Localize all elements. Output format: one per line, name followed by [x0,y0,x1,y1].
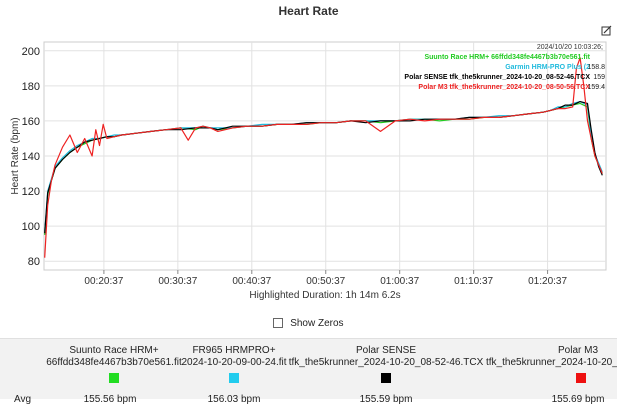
avg-value: 156.03 bpm [207,394,261,405]
chart-area[interactable]: 80 100 120 140 160 180 200 00:20:37 00:30:37 00:4… [0,22,617,312]
device-file: 2024-10-20-09-00-24.fit [181,357,287,368]
show-zeros-label: Show Zeros [290,318,344,329]
chart-title: Heart Rate [278,4,339,18]
y-tick-label: 140 [22,151,40,163]
x-tick-label: 00:40:37 [232,276,271,287]
device-file: tfk_the5krunner_2024-10-20_ [486,357,617,368]
device-color-swatch[interactable] [229,373,239,383]
y-tick-label: 100 [22,221,40,233]
avg-value: 155.56 bpm [83,394,137,405]
device-file: tfk_the5krunner_2024-10-20_08-52-46.TCX [288,357,484,368]
grid [43,41,607,271]
device-color-swatch[interactable] [381,373,391,383]
avg-value: 155.59 bpm [359,394,413,405]
device-column: FR965 HRMPRO+ 2024-10-20-09-00-24.fit [134,345,334,387]
device-color-swatch[interactable] [109,373,119,383]
series-line[interactable] [44,57,603,258]
y-tick-label: 120 [22,186,40,198]
device-stats-panel: Suunto Race HRM+ 66ffdd348fe4467b3b70e56… [0,338,617,399]
y-tick-label: 80 [28,256,40,268]
series-lines [44,57,603,258]
show-zeros-checkbox[interactable] [273,318,284,329]
device-name: Polar M3 [558,345,599,356]
x-tick-label: 00:30:37 [158,276,197,287]
device-name: Suunto Race HRM+ [69,345,159,356]
heart-rate-chart[interactable]: 80 100 120 140 160 180 200 00:20:37 00:30:37 00:4… [0,22,617,312]
export-icon[interactable] [601,25,612,36]
x-tick-label: 01:00:37 [380,276,419,287]
legend-entry: Suunto Race HRM+ 66ffdd348fe4467b3b70e56… [424,54,590,61]
show-zeros-toggle[interactable]: Show Zeros [0,318,617,329]
x-tick-label: 01:10:37 [454,276,493,287]
axes: 80 100 120 140 160 180 200 00:20:37 00:30:37 00:4… [10,46,567,301]
y-axis-label: Heart Rate (bpm) [10,117,21,194]
device-column: Suunto Race HRM+ 66ffdd348fe4467b3b70e56… [14,345,214,387]
legend-value: 158.8 [587,64,605,71]
average-row: Avg 155.56 bpm 156.03 bpm 155.59 bpm 155… [0,392,617,408]
legend-entry: Garmin HRM-PRO Plus (2 [505,64,590,71]
device-name: Polar SENSE [355,345,417,356]
legend-value: 159.4 [587,84,605,91]
avg-label: Avg [14,394,32,405]
device-column: Polar M3 tfk_the5krunner_2024-10-20_ [478,345,617,387]
device-column: Polar SENSE tfk_the5krunner_2024-10-20_0… [286,345,486,387]
avg-value: 155.69 bpm [551,394,605,405]
chart-legend: 2024/10/20 10:03:26; Suunto Race HRM+ 66f… [404,44,605,91]
legend-entry: Polar SENSE tfk_the5krunner_2024-10-20_0… [404,74,590,81]
y-tick-label: 200 [22,46,40,58]
device-file: 66ffdd348fe4467b3b70e561.fit [46,357,182,368]
legend-timestamp: 2024/10/20 10:03:26; [537,44,603,51]
legend-value: 159 [593,74,605,81]
x-tick-label: 01:20:37 [528,276,567,287]
x-axis-label: Highlighted Duration: 1h 14m 6.2s [249,290,400,301]
legend-entry: Polar M3 tfk_the5krunner_2024-10-20_08-5… [418,84,590,91]
x-tick-label: 00:20:37 [84,276,123,287]
y-tick-label: 180 [22,81,40,93]
device-name: FR965 HRMPRO+ [192,345,276,356]
y-tick-label: 160 [22,116,40,128]
device-color-swatch[interactable] [576,373,586,383]
x-tick-label: 00:50:37 [306,276,345,287]
